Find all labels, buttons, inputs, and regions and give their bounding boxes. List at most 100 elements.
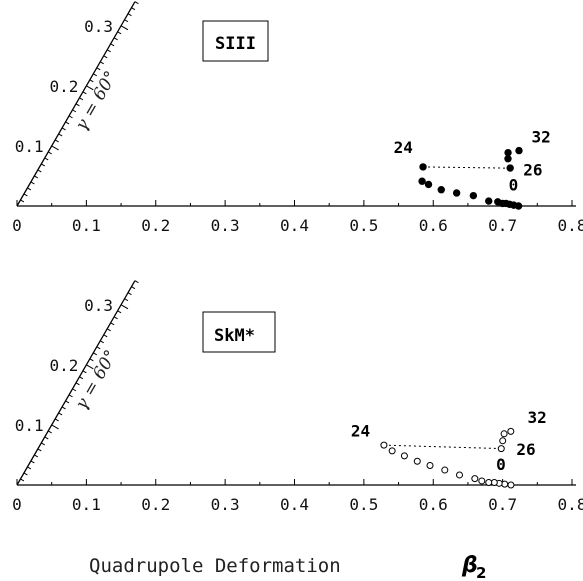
skm-dotted-line: [383, 444, 502, 450]
data-point: [413, 457, 421, 465]
x-tick-label: 0.1: [72, 495, 101, 514]
x-tick-label: 0.4: [280, 495, 309, 514]
gamma-axis-tick: [54, 418, 59, 422]
gamma-axis-tick: [47, 151, 52, 155]
gamma-axis-tick: [51, 424, 59, 430]
gamma-axis-tick: [113, 316, 118, 320]
point-label: 24: [394, 138, 413, 157]
gamma-axis-tick: [30, 181, 35, 185]
gamma-axis-tick: [51, 145, 59, 151]
x-tick-label: 0: [12, 216, 22, 235]
gamma-axis-tick: [34, 175, 39, 179]
radial-tick-label: 0.2: [49, 356, 78, 375]
data-point: [506, 164, 514, 172]
gamma-axis-tick: [110, 322, 115, 326]
gamma-axis-tick: [44, 157, 49, 161]
siii-points: [418, 146, 523, 210]
x-tick-label: 0.6: [419, 495, 448, 514]
skm-radial-tick-labels: 0.1 0.2 0.3: [15, 296, 113, 435]
gamma-axis-tick: [89, 358, 94, 362]
radial-tick-label: 0.1: [15, 137, 44, 156]
gamma-axis-tick: [72, 109, 77, 113]
point-label: 32: [527, 408, 546, 427]
data-point: [499, 437, 507, 445]
gamma-axis-tick: [41, 163, 45, 167]
gamma-axis-tick: [134, 280, 139, 284]
data-point: [485, 479, 493, 487]
point-label: 0: [496, 455, 506, 474]
data-point: [469, 191, 478, 200]
x-tick-label: 0.8: [558, 216, 583, 235]
x-tick-label: 0.4: [280, 216, 309, 235]
gamma-axis-tick: [27, 187, 32, 191]
gamma-axis-tick: [82, 91, 87, 95]
siii-point-labels: 0 24 26 32: [394, 128, 551, 195]
data-point: [471, 475, 479, 483]
gamma-axis-tick: [106, 49, 111, 53]
gamma-axis-tick: [23, 193, 28, 197]
data-point: [497, 445, 505, 453]
data-point: [515, 146, 523, 155]
radial-tick-label: 0.1: [15, 416, 44, 435]
data-point: [501, 480, 509, 488]
x-tick-label: 0: [12, 495, 22, 514]
gamma-axis-tick: [82, 370, 87, 374]
x-tick-label: 0.5: [349, 216, 378, 235]
siii-panel: 0 0.1 0.2 0.3 0.4 0.5 0.6 0.7 0.8 0.1 0.2 0.3 γ = …: [12, 1, 583, 235]
gamma-axis-tick: [96, 346, 101, 350]
dotted-connector: [423, 166, 509, 169]
gamma-axis-tick: [103, 334, 108, 338]
gamma-axis-tick: [54, 139, 59, 143]
gamma-axis-tick: [23, 472, 28, 476]
data-point: [437, 186, 445, 194]
data-point: [380, 441, 388, 449]
gamma-axis-tick: [30, 460, 35, 464]
gamma-axis-tick: [127, 13, 132, 17]
data-point: [388, 447, 396, 455]
siii-radial-tick-labels: 0.1 0.2 0.3: [15, 17, 113, 156]
x-axis-title: Quadrupole Deformation: [89, 555, 341, 577]
gamma-axis-tick: [58, 133, 63, 137]
point-label: 0: [509, 175, 519, 194]
radial-tick-label: 0.3: [84, 17, 113, 36]
gamma-axis-tick: [75, 382, 80, 386]
x-tick-label: 0.6: [419, 216, 448, 235]
data-point: [418, 177, 426, 185]
gamma-axis-tick: [37, 448, 42, 452]
gamma-axis-tick: [93, 73, 98, 77]
gamma-axis-tick: [134, 1, 139, 5]
gamma-axis-tick: [61, 406, 66, 410]
skm-point-labels: 0 24 26 32: [351, 408, 547, 474]
gamma-axis-tick: [65, 400, 70, 404]
gamma-axis-tick: [41, 442, 45, 446]
data-point: [494, 198, 502, 206]
x-tick-label: 0.7: [488, 216, 517, 235]
gamma-axis-tick: [131, 7, 136, 11]
data-point: [507, 427, 515, 435]
gamma-axis-tick: [100, 61, 104, 65]
point-label: 26: [516, 440, 535, 459]
x-tick-label: 0.3: [211, 216, 240, 235]
gamma-axis-tick: [75, 103, 80, 107]
x-tick-label: 0.2: [141, 495, 170, 514]
data-point: [424, 180, 433, 189]
skm-axes: [16, 280, 576, 486]
siii-title: SIII: [215, 34, 256, 54]
data-point: [441, 466, 449, 474]
skm-title-box: [202, 311, 276, 353]
gamma-axis-tick: [86, 85, 94, 91]
x-tick-label: 0.1: [72, 216, 101, 235]
gamma-axis-tick: [79, 376, 84, 380]
skm-x-tick-labels: 0 0.1 0.2 0.3 0.4 0.5 0.6 0.7 0.8: [12, 495, 583, 514]
gamma-axis-tick: [124, 298, 129, 302]
data-point: [500, 430, 508, 438]
gamma-axis-tick: [68, 115, 73, 119]
x-tick-label: 0.2: [141, 216, 170, 235]
data-point: [478, 477, 486, 485]
gamma-axis-tick: [89, 79, 94, 83]
x-axis-symbol: β: [461, 553, 478, 578]
siii-axes: [16, 1, 576, 207]
gamma-axis-tick: [37, 169, 42, 173]
gamma-axis-tick: [58, 412, 63, 416]
